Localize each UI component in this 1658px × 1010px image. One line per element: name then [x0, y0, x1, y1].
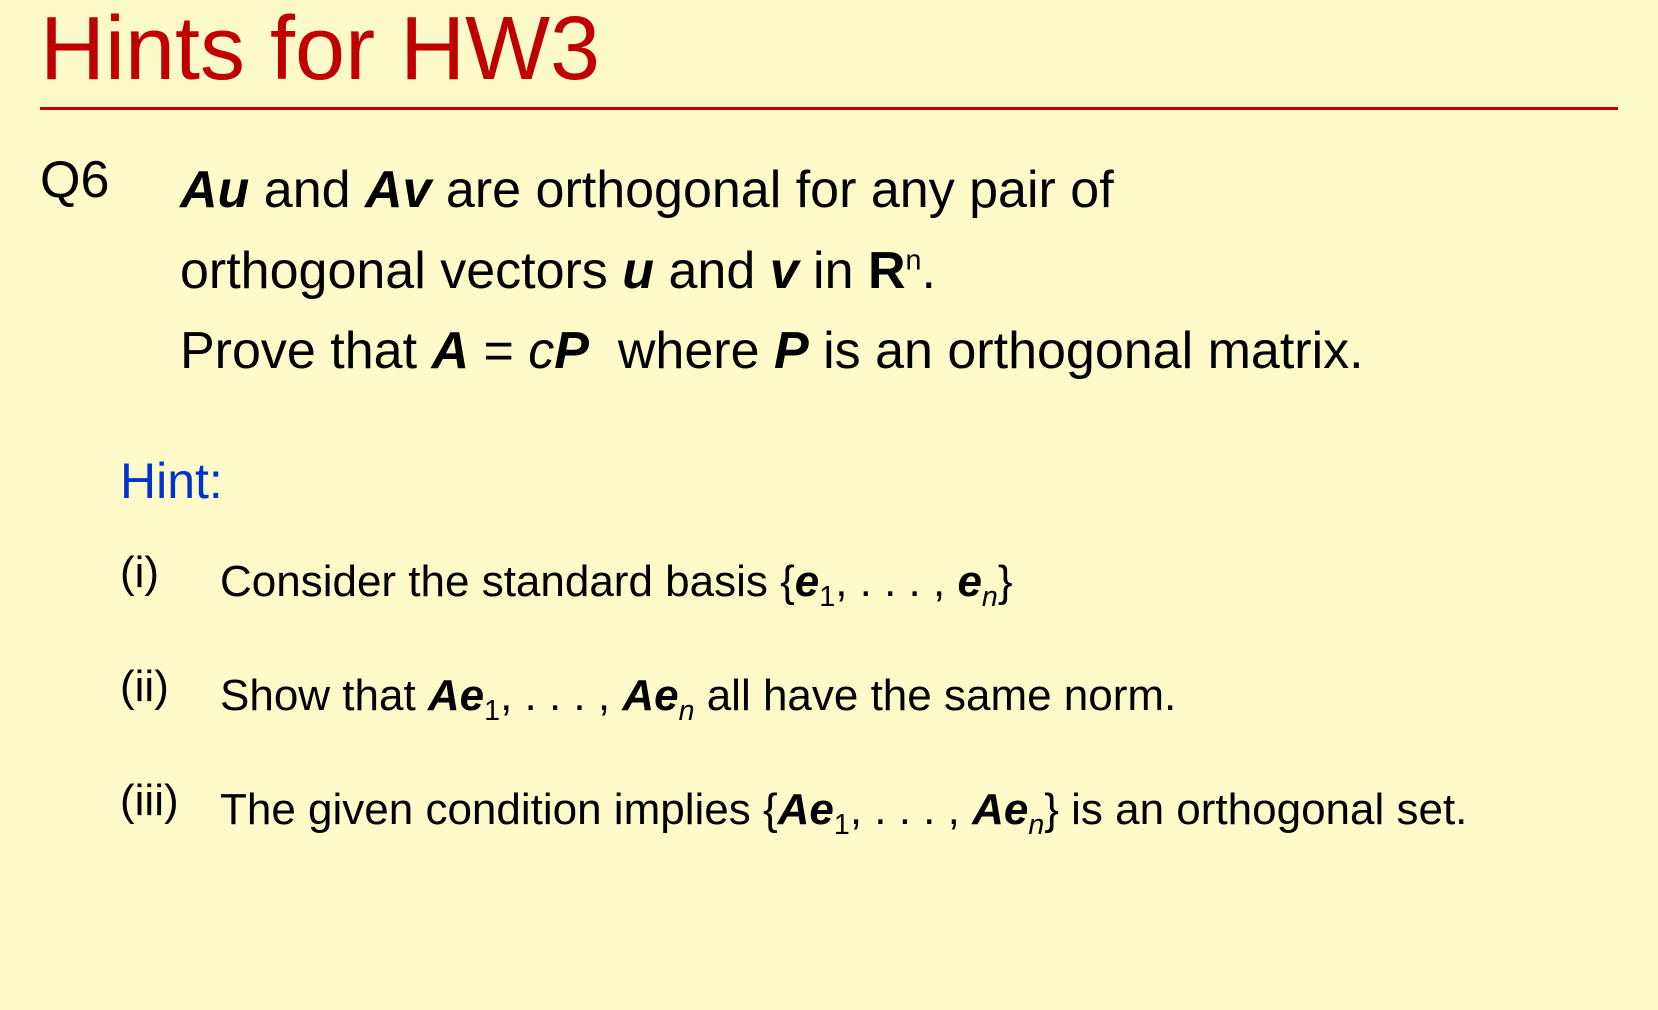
- slide: Hints for HW3 Q6 Au and Av are orthogona…: [0, 0, 1658, 1010]
- question-label: Q6: [40, 150, 180, 210]
- hint-number: (iii): [120, 768, 220, 834]
- question-body: Au and Av are orthogonal for any pair of…: [180, 150, 1364, 392]
- hint-number: (i): [120, 540, 220, 606]
- question-block: Q6 Au and Av are orthogonal for any pair…: [40, 150, 1618, 392]
- hint-text: Consider the standard basis {e1, . . . ,…: [220, 540, 1618, 624]
- hint-item: (i) Consider the standard basis {e1, . .…: [120, 540, 1618, 624]
- question-line-1: Au and Av are orthogonal for any pair of: [180, 150, 1364, 231]
- question-line-2: orthogonal vectors u and v in Rn.: [180, 231, 1364, 312]
- hint-item: (iii) The given condition implies {Ae1, …: [120, 768, 1618, 852]
- hint-number: (ii): [120, 654, 220, 720]
- hint-list: (i) Consider the standard basis {e1, . .…: [120, 540, 1618, 852]
- hint-label: Hint:: [120, 452, 1618, 510]
- question-line-3: Prove that A = cP where P is an orthogon…: [180, 311, 1364, 392]
- title-rule: [40, 107, 1618, 110]
- slide-title: Hints for HW3: [40, 0, 1618, 107]
- hint-text: The given condition implies {Ae1, . . . …: [220, 768, 1618, 852]
- hint-text: Show that Ae1, . . . , Aen all have the …: [220, 654, 1618, 738]
- hint-item: (ii) Show that Ae1, . . . , Aen all have…: [120, 654, 1618, 738]
